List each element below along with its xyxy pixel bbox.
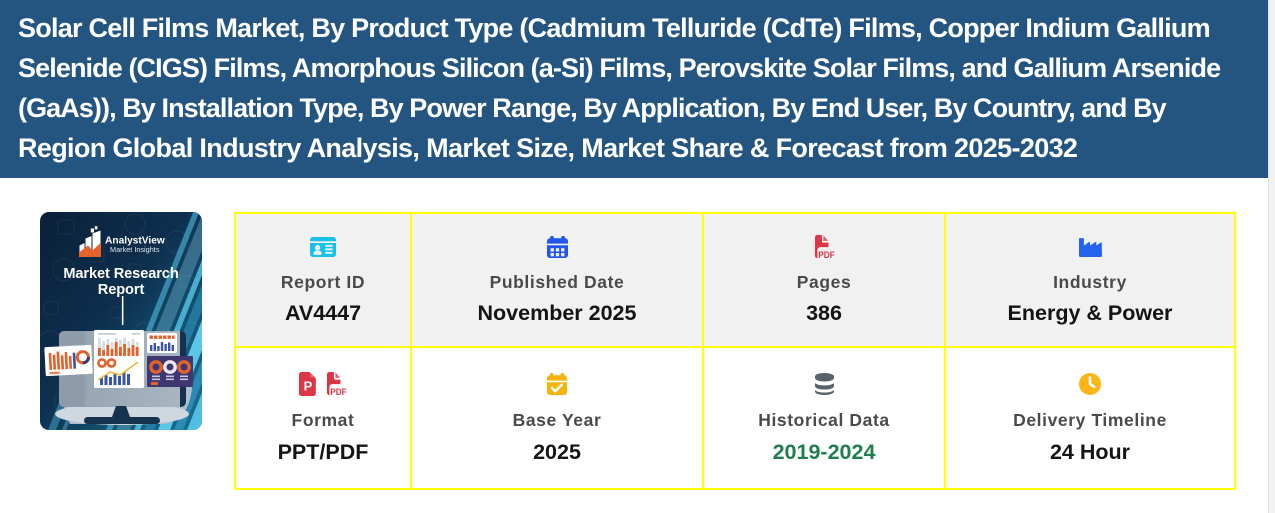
svg-text:AnalystView: AnalystView <box>105 236 165 247</box>
svg-text:P: P <box>304 379 313 394</box>
svg-text:PDF: PDF <box>818 250 835 259</box>
svg-text:Market Research: Market Research <box>63 266 178 282</box>
svg-text:Report: Report <box>98 282 145 298</box>
svg-text:Market Insights: Market Insights <box>110 245 160 254</box>
svg-text:PDF: PDF <box>330 387 347 396</box>
